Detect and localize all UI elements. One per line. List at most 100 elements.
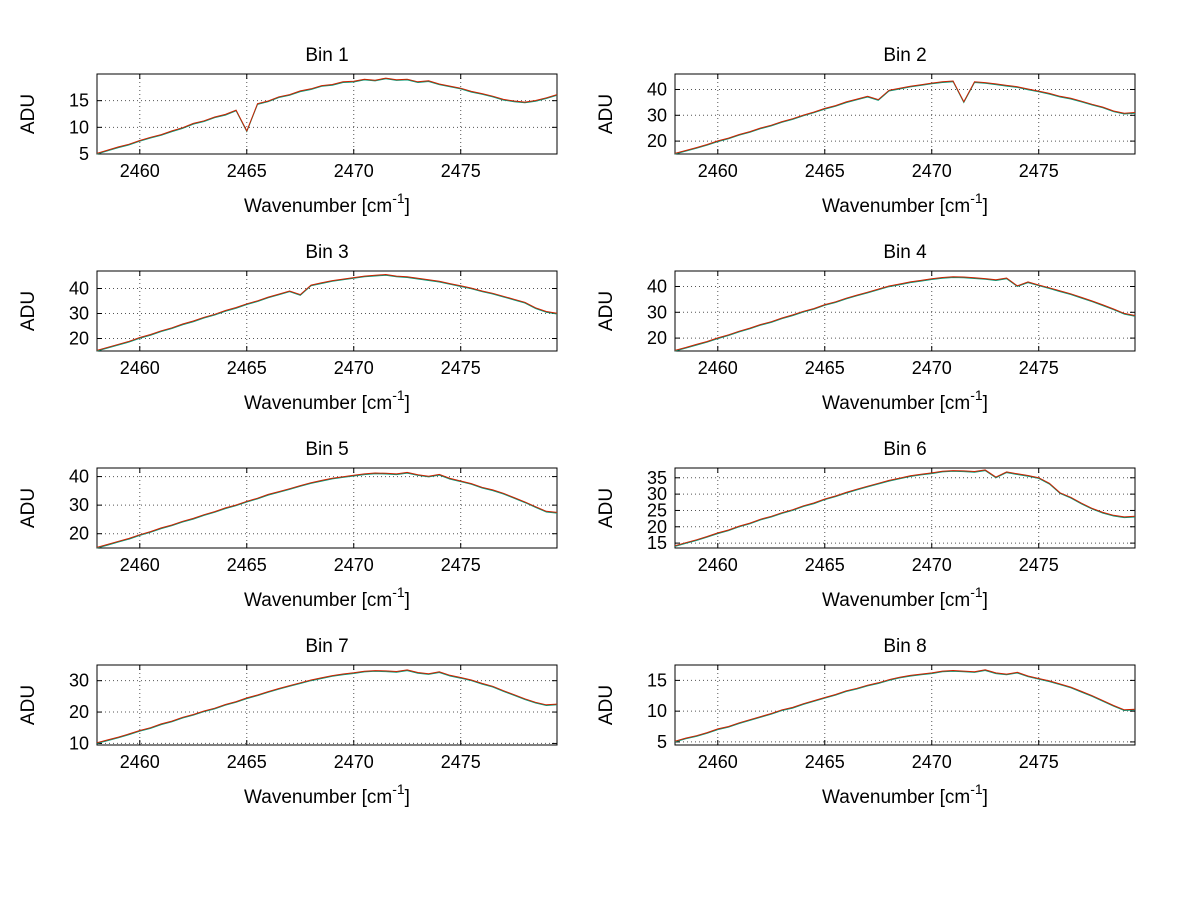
plot-area-bin-2: 2460 2465 2470 2475 20 30 40 ADU Wavenumber [cm-… <box>596 73 1136 217</box>
subplot-title: Bin 1 <box>305 45 349 66</box>
x-tick-label: 2460 <box>120 161 160 181</box>
x-tick-label: 2460 <box>698 555 738 575</box>
trace-green <box>674 81 1136 155</box>
y-tick-label: 30 <box>647 302 667 322</box>
axes-box <box>674 270 1136 352</box>
y-tick-label: 15 <box>647 533 667 553</box>
y-tick-label: 40 <box>647 276 667 296</box>
y-tick-label: 15 <box>647 670 667 690</box>
y-axis-label: ADU <box>18 685 39 725</box>
subplot-title: Bin 5 <box>305 439 349 460</box>
x-tick-label: 2470 <box>912 555 952 575</box>
plot-area-bin-4: 2460 2465 2470 2475 20 30 40 ADU Wavenumber [cm-… <box>596 270 1136 414</box>
subplot-bin-7: Bin 7 2460 2465 2470 2475 10 20 30 ADU Wavenumbe… <box>12 633 590 830</box>
x-tick-label: 2460 <box>698 161 738 181</box>
x-tick-label: 2465 <box>805 358 845 378</box>
x-axis-label: Wavenumber [cm-1] <box>244 190 410 217</box>
subplot-title: Bin 8 <box>883 636 927 657</box>
x-axis-label: Wavenumber [cm-1] <box>822 387 988 414</box>
x-tick-label: 2470 <box>334 161 374 181</box>
y-tick-label: 35 <box>647 468 667 488</box>
subplot-bin-6: Bin 6 2460 2465 2470 2475 15 20 25 30 35 ADU Waven… <box>590 436 1168 633</box>
x-tick-label: 2475 <box>1019 752 1059 772</box>
x-tick-label: 2460 <box>120 358 160 378</box>
subplot-title: Bin 3 <box>305 242 349 263</box>
x-tick-label: 2475 <box>441 358 481 378</box>
y-tick-label: 5 <box>657 732 667 752</box>
x-tick-label: 2475 <box>1019 161 1059 181</box>
trace-green <box>674 276 1136 352</box>
x-tick-label: 2465 <box>805 161 845 181</box>
trace-green <box>96 670 558 744</box>
trace-green <box>674 669 1136 743</box>
trace-red <box>96 471 558 548</box>
trace-red <box>674 669 1136 742</box>
axes-box <box>96 73 558 155</box>
axes-box <box>674 664 1136 746</box>
axes-box <box>674 73 1136 155</box>
x-tick-label: 2475 <box>441 752 481 772</box>
y-axis-label: ADU <box>18 488 39 528</box>
x-tick-label: 2470 <box>334 358 374 378</box>
trace-green <box>96 78 558 155</box>
x-tick-label: 2470 <box>334 752 374 772</box>
y-axis-label: ADU <box>18 291 39 331</box>
y-tick-label: 30 <box>69 495 89 515</box>
subplot-title: Bin 6 <box>883 439 927 460</box>
x-tick-label: 2465 <box>227 358 267 378</box>
x-tick-label: 2470 <box>912 752 952 772</box>
trace-red <box>96 77 558 154</box>
x-axis-label: Wavenumber [cm-1] <box>822 584 988 611</box>
x-tick-label: 2460 <box>120 555 160 575</box>
plot-area-bin-5: 2460 2465 2470 2475 20 30 40 ADU Wavenumber [cm-… <box>18 467 558 611</box>
axes-box <box>96 467 558 549</box>
subplot-bin-4: Bin 4 2460 2465 2470 2475 20 30 40 ADU Wavenumbe… <box>590 239 1168 436</box>
x-axis-label: Wavenumber [cm-1] <box>822 781 988 808</box>
x-tick-label: 2475 <box>1019 555 1059 575</box>
y-axis-label: ADU <box>596 291 617 331</box>
x-tick-label: 2470 <box>912 161 952 181</box>
x-tick-label: 2460 <box>698 358 738 378</box>
y-tick-label: 20 <box>69 702 89 722</box>
x-tick-label: 2470 <box>334 555 374 575</box>
y-tick-label: 10 <box>69 733 89 753</box>
x-tick-label: 2465 <box>805 555 845 575</box>
y-tick-label: 40 <box>647 79 667 99</box>
subplot-title: Bin 2 <box>883 45 927 66</box>
y-tick-label: 20 <box>647 328 667 348</box>
axes-box <box>674 467 1136 549</box>
trace-green <box>96 274 558 352</box>
y-tick-label: 30 <box>69 671 89 691</box>
y-tick-label: 20 <box>647 517 667 537</box>
figure-canvas: Bin 1 2460 2465 2470 2475 5 10 15 ADU Wavenumber… <box>12 42 1168 830</box>
trace-red <box>674 469 1136 547</box>
y-tick-label: 15 <box>69 91 89 111</box>
y-tick-label: 5 <box>79 144 89 164</box>
subplot-bin-1: Bin 1 2460 2465 2470 2475 5 10 15 ADU Wavenumber… <box>12 42 590 239</box>
plot-area-bin-8: 2460 2465 2470 2475 5 10 15 ADU Wavenumber [cm-1… <box>596 664 1136 808</box>
subplot-bin-3: Bin 3 2460 2465 2470 2475 20 30 40 ADU Wavenumbe… <box>12 239 590 436</box>
trace-red <box>96 273 558 351</box>
x-tick-label: 2465 <box>805 752 845 772</box>
x-axis-label: Wavenumber [cm-1] <box>244 387 410 414</box>
trace-red <box>674 276 1136 351</box>
x-tick-label: 2465 <box>227 752 267 772</box>
y-tick-label: 40 <box>69 279 89 299</box>
x-tick-label: 2460 <box>120 752 160 772</box>
plot-area-bin-3: 2460 2465 2470 2475 20 30 40 ADU Wavenumber [cm-… <box>18 270 558 414</box>
y-tick-label: 20 <box>69 329 89 349</box>
x-tick-label: 2475 <box>441 161 481 181</box>
subplot-title: Bin 7 <box>305 636 349 657</box>
subplot-bin-8: Bin 8 2460 2465 2470 2475 5 10 15 ADU Wavenumber… <box>590 633 1168 830</box>
plot-area-bin-7: 2460 2465 2470 2475 10 20 30 ADU Wavenumber [cm-… <box>18 664 558 808</box>
x-tick-label: 2475 <box>1019 358 1059 378</box>
y-tick-label: 10 <box>647 701 667 721</box>
y-axis-label: ADU <box>596 94 617 134</box>
trace-green <box>96 472 558 549</box>
subplot-bin-2: Bin 2 2460 2465 2470 2475 20 30 40 ADU Wavenumbe… <box>590 42 1168 239</box>
x-axis-label: Wavenumber [cm-1] <box>822 190 988 217</box>
trace-green <box>674 470 1136 547</box>
y-tick-label: 10 <box>69 117 89 137</box>
y-axis-label: ADU <box>596 685 617 725</box>
x-tick-label: 2460 <box>698 752 738 772</box>
